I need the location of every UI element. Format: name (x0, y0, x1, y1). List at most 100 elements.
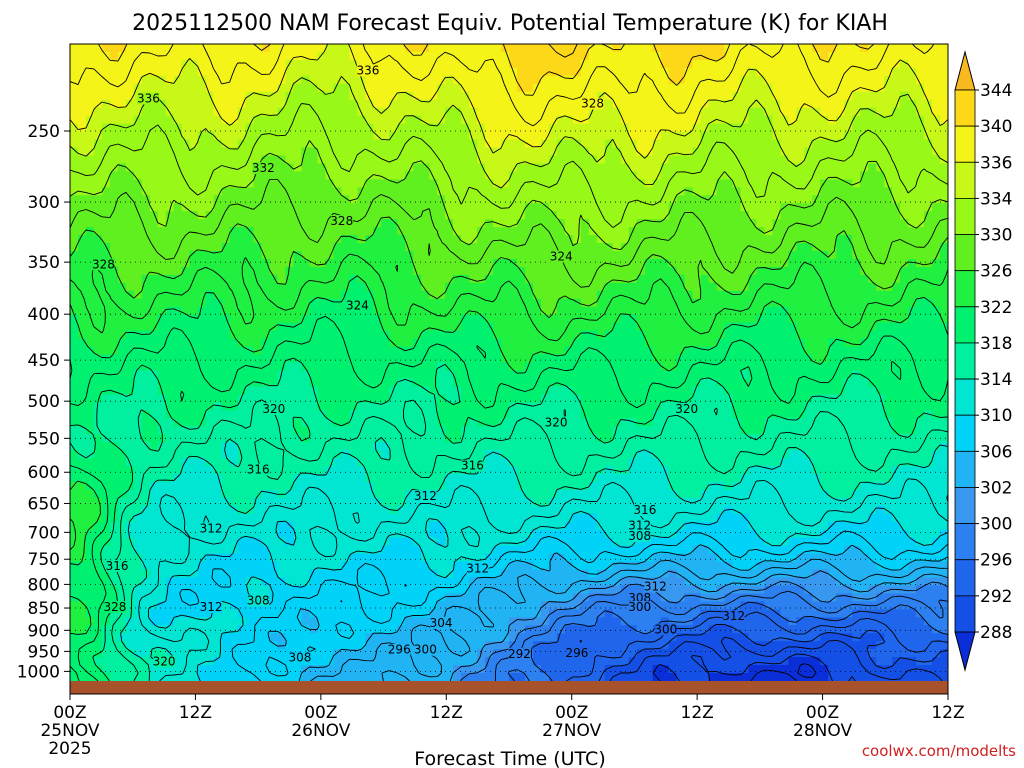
field-cell (740, 163, 750, 172)
field-cell (580, 75, 590, 85)
field-cell (413, 386, 422, 395)
field-cell (588, 338, 598, 348)
field-cell (836, 378, 845, 387)
field-cell (205, 179, 215, 188)
field-cell (413, 211, 422, 220)
field-cell (892, 75, 901, 85)
field-cell (892, 139, 901, 149)
field-cell (756, 123, 766, 133)
field-cell (884, 107, 893, 117)
field-cell (524, 235, 534, 244)
field-cell (429, 314, 438, 324)
field-cell (421, 362, 430, 372)
field-cell (173, 179, 183, 188)
field-cell (668, 274, 678, 284)
field-cell (732, 378, 742, 387)
field-cell (540, 107, 550, 117)
field-cell (245, 75, 255, 85)
field-cell (516, 322, 526, 332)
field-cell (652, 314, 662, 324)
field-cell (357, 107, 366, 117)
field-cell (788, 282, 797, 292)
field-cell (117, 354, 127, 364)
field-cell (141, 370, 151, 380)
field-cell (836, 314, 845, 324)
field-cell (181, 386, 191, 395)
field-cell (716, 235, 726, 244)
field-cell (516, 131, 526, 141)
field-cell (796, 107, 805, 117)
field-cell (868, 386, 877, 395)
field-cell (652, 346, 662, 356)
field-cell (876, 155, 885, 165)
field-cell (501, 115, 510, 125)
field-cell (748, 346, 758, 356)
field-cell (580, 123, 590, 133)
field-cell (213, 131, 223, 141)
field-cell (269, 227, 279, 236)
field-cell (197, 227, 207, 236)
field-cell (221, 131, 231, 141)
field-cell (413, 107, 422, 117)
field-cell (421, 378, 430, 387)
field-cell (852, 362, 861, 372)
field-cell (788, 386, 797, 395)
field-cell (580, 91, 590, 101)
field-cell (892, 314, 901, 324)
field-cell (477, 44, 486, 53)
field-cell (389, 75, 398, 85)
field-cell (181, 195, 191, 204)
field-cell (141, 251, 151, 260)
field-cell (540, 386, 550, 395)
field-cell (596, 243, 606, 252)
field-cell (141, 219, 151, 228)
field-cell (676, 330, 686, 340)
field-cell (676, 219, 686, 228)
field-cell (748, 163, 758, 172)
field-cell (357, 386, 366, 395)
field-cell (397, 171, 406, 180)
field-cell (229, 83, 239, 93)
field-cell (572, 251, 582, 260)
field-cell (636, 251, 646, 260)
field-cell (149, 187, 159, 196)
field-cell (908, 44, 917, 53)
field-cell (756, 131, 766, 141)
field-cell (173, 155, 183, 165)
field-cell (493, 378, 502, 387)
field-cell (844, 171, 853, 180)
field-cell (125, 258, 135, 268)
field-cell (197, 266, 207, 276)
field-cell (293, 378, 303, 387)
field-cell (924, 163, 933, 172)
field-cell (732, 243, 742, 252)
field-cell (133, 346, 143, 356)
field-cell (365, 362, 374, 372)
field-cell (660, 171, 670, 180)
field-cell (509, 219, 518, 228)
field-cell (740, 266, 750, 276)
field-cell (317, 155, 327, 165)
field-cell (900, 179, 909, 188)
field-cell (445, 211, 454, 220)
field-cell (293, 354, 303, 364)
field-cell (548, 354, 558, 364)
field-cell (421, 75, 430, 85)
field-cell (181, 44, 191, 53)
field-cell (836, 44, 845, 53)
field-cell (85, 330, 95, 340)
field-cell (828, 243, 837, 252)
field-cell (612, 219, 622, 228)
field-cell (165, 274, 175, 284)
field-cell (748, 131, 758, 141)
field-cell (524, 322, 534, 332)
field-cell (157, 155, 167, 165)
field-cell (173, 211, 183, 220)
field-cell (125, 115, 135, 125)
field-cell (405, 107, 414, 117)
field-cell (173, 370, 183, 380)
field-cell (796, 139, 805, 149)
field-cell (485, 91, 494, 101)
field-cell (740, 67, 750, 77)
field-cell (325, 266, 334, 276)
